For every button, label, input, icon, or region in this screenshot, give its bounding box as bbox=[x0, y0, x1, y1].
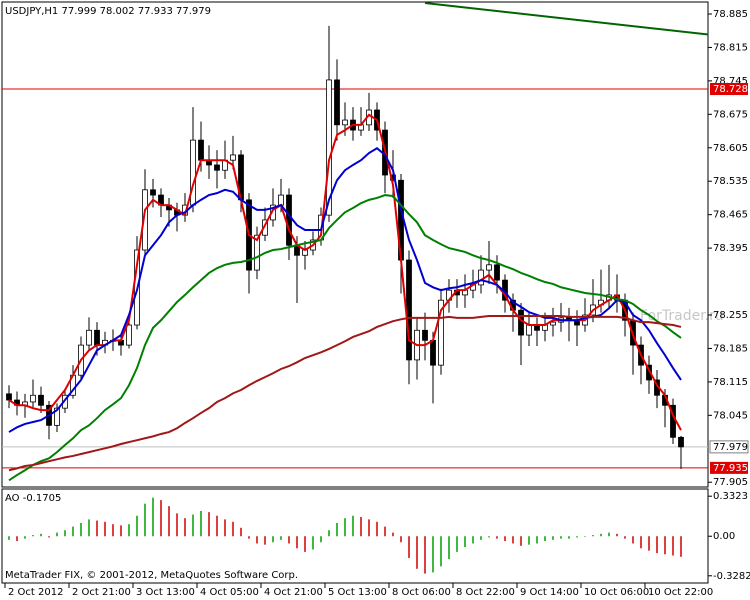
candle-body bbox=[54, 407, 60, 426]
x-tick-label: 9 Oct 14:00 bbox=[520, 587, 579, 598]
candle-body bbox=[214, 164, 220, 171]
bid-label: 77.979 bbox=[713, 442, 748, 453]
candle-body bbox=[422, 329, 428, 341]
y-tick-label: 78.605 bbox=[713, 143, 748, 154]
footer: MetaTrader FIX, © 2001-2012, MetaQuotes … bbox=[5, 570, 298, 581]
y-tick-label: 78.255 bbox=[713, 310, 748, 321]
ao-tick-label: 0.00 bbox=[713, 531, 735, 542]
ao-tick-label: 0.3323 bbox=[713, 491, 748, 502]
candle-body bbox=[38, 394, 44, 406]
ao-tick-label: -0.3282 bbox=[713, 571, 750, 582]
candle-body bbox=[526, 324, 532, 336]
y-tick-label: 78.395 bbox=[713, 243, 748, 254]
candle-body bbox=[230, 154, 236, 161]
y-tick-label: 78.115 bbox=[713, 377, 748, 388]
y-tick-label: 78.815 bbox=[713, 42, 748, 53]
ma-line bbox=[8, 314, 682, 472]
candle-body bbox=[86, 329, 92, 346]
y-tick-label: 78.885 bbox=[713, 9, 748, 20]
x-tick-label: 2 Oct 21:00 bbox=[72, 587, 131, 598]
candle-body bbox=[30, 394, 36, 403]
x-tick-label: 8 Oct 22:00 bbox=[456, 587, 515, 598]
y-tick-label: 78.535 bbox=[713, 176, 748, 187]
h-line-label: 78.728 bbox=[713, 84, 748, 95]
chart-title: USDJPY,H1 77.999 78.002 77.933 77.979 bbox=[5, 6, 211, 17]
y-tick-label: 78.465 bbox=[713, 210, 748, 221]
candle-body bbox=[326, 79, 332, 216]
candle-body bbox=[254, 234, 260, 271]
h-line-box bbox=[710, 83, 748, 96]
candle-body bbox=[142, 189, 148, 251]
candle-body bbox=[6, 393, 12, 401]
indicator-label: AO -0.1705 bbox=[5, 493, 61, 504]
candle-body bbox=[478, 269, 484, 286]
y-tick-label: 78.045 bbox=[713, 410, 748, 421]
candle-body bbox=[550, 321, 556, 326]
candle-body bbox=[126, 324, 132, 346]
y-tick-label: 78.675 bbox=[713, 109, 748, 120]
h-line-box bbox=[710, 461, 748, 474]
trendline bbox=[424, 2, 709, 36]
main-frame bbox=[1, 1, 709, 488]
candle-body bbox=[262, 219, 268, 236]
candle-body bbox=[94, 329, 100, 346]
candle-body bbox=[438, 299, 444, 366]
y-tick-label: 78.185 bbox=[713, 343, 748, 354]
x-tick-label: 3 Oct 13:00 bbox=[136, 587, 195, 598]
y-tick-label: 78.745 bbox=[713, 76, 748, 87]
x-tick-label: 2 Oct 2012 bbox=[8, 587, 63, 598]
h-line-label: 77.935 bbox=[713, 463, 748, 474]
candle-body bbox=[678, 436, 684, 448]
candle-body bbox=[486, 264, 492, 271]
y-tick-label: 77.905 bbox=[713, 477, 748, 488]
candle-body bbox=[406, 259, 412, 361]
watermark: ForTrader.ru bbox=[640, 308, 724, 324]
candle-body bbox=[150, 189, 156, 196]
candle-body bbox=[286, 194, 292, 246]
candle-body bbox=[518, 309, 524, 336]
candle-body bbox=[278, 194, 284, 206]
x-tick-label: 4 Oct 21:00 bbox=[264, 587, 323, 598]
candle-body bbox=[198, 139, 204, 161]
candle-body bbox=[342, 119, 348, 126]
x-tick-label: 10 Oct 22:00 bbox=[648, 587, 713, 598]
x-tick-label: 5 Oct 13:00 bbox=[328, 587, 387, 598]
ma-line bbox=[8, 194, 682, 482]
candle-body bbox=[334, 79, 340, 126]
bid-box bbox=[709, 440, 749, 454]
x-tick-label: 4 Oct 05:00 bbox=[200, 587, 259, 598]
candle-body bbox=[430, 339, 436, 366]
ma-line bbox=[8, 147, 682, 433]
x-tick-label: 8 Oct 06:00 bbox=[392, 587, 451, 598]
candle-body bbox=[494, 264, 500, 281]
x-tick-label: 10 Oct 06:00 bbox=[584, 587, 649, 598]
